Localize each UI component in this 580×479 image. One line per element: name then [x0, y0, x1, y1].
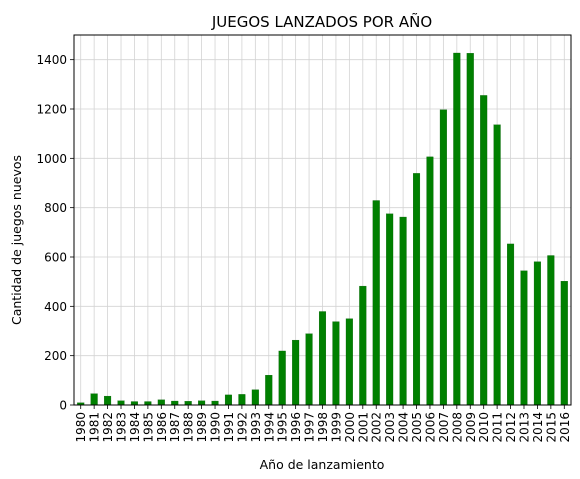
x-tick-label: 1987: [168, 412, 182, 443]
x-tick-label: 1993: [249, 412, 263, 443]
x-tick-label: 1996: [289, 412, 303, 443]
bar-1992: [238, 394, 246, 406]
bar-1999: [332, 321, 340, 406]
x-tick-label: 1990: [209, 412, 223, 443]
x-tick-label: 2014: [531, 412, 545, 443]
bar-2011: [493, 124, 501, 406]
bar-2008: [453, 52, 461, 406]
bar-1990: [211, 400, 219, 406]
x-tick-label: 1982: [101, 412, 115, 443]
bar-2016: [560, 281, 568, 406]
x-tick-label: 1981: [88, 412, 102, 443]
y-tick-label: 800: [44, 201, 67, 215]
bar-1998: [318, 311, 327, 406]
x-tick-label: 1989: [195, 412, 209, 443]
y-axis-ticks: 0 200 400 600 800 1000 1200 1400: [36, 53, 74, 413]
bar-1981: [90, 393, 98, 406]
y-tick-label: 600: [44, 251, 67, 265]
x-tick-label: 2006: [423, 412, 437, 443]
bars: [77, 52, 568, 406]
bar-2012: [507, 243, 515, 406]
y-tick-label: 0: [59, 399, 67, 413]
bar-2002: [372, 200, 380, 406]
x-tick-label: 2008: [450, 412, 464, 443]
bar-2004: [399, 216, 407, 406]
x-tick-label: 1998: [316, 412, 330, 443]
x-tick-label: 1988: [182, 412, 196, 443]
x-tick-label: 1983: [115, 412, 129, 443]
bar-2015: [547, 255, 555, 406]
x-axis-ticks: 1980 1981 1982 1983 1984 1985 1986 1987 1988 1989…: [74, 405, 572, 443]
bar-1982: [104, 395, 112, 406]
bar-1995: [278, 350, 286, 406]
x-tick-label: 1984: [128, 412, 142, 443]
x-tick-label: 2007: [437, 412, 451, 443]
x-tick-label: 2010: [477, 412, 491, 443]
bar-2009: [466, 53, 474, 406]
y-axis-label: Cantidad de juegos nuevos: [9, 155, 24, 325]
y-tick-label: 1200: [36, 103, 67, 117]
bar-1983: [117, 400, 125, 406]
x-tick-label: 1995: [276, 412, 290, 443]
bar-2007: [439, 109, 447, 406]
x-tick-label: 2009: [464, 412, 478, 443]
bar-1991: [224, 394, 232, 406]
plot-frame: [73, 34, 572, 406]
x-tick-label: 2013: [517, 412, 531, 443]
bar-2014: [533, 261, 541, 406]
x-tick-label: 2011: [491, 412, 505, 443]
y-tick-label: 200: [44, 349, 67, 363]
x-tick-label: 1997: [303, 412, 317, 443]
x-tick-label: 1994: [262, 412, 276, 443]
bar-2001: [359, 285, 367, 406]
bar-1994: [265, 375, 273, 406]
x-tick-label: 1980: [74, 412, 88, 443]
y-tick-label: 400: [44, 300, 67, 314]
x-tick-label: 1991: [222, 412, 236, 443]
bar-1984: [130, 401, 138, 406]
bar-1985: [144, 401, 152, 406]
x-tick-label: 2005: [410, 412, 424, 443]
x-tick-label: 2003: [383, 412, 397, 443]
x-axis-label: Año de lanzamiento: [260, 457, 385, 472]
bar-2000: [345, 318, 353, 406]
x-tick-label: 1985: [141, 412, 155, 443]
bar-2003: [386, 213, 394, 406]
bar-2013: [520, 270, 528, 406]
x-tick-label: 1999: [329, 412, 343, 443]
bar-2005: [413, 173, 421, 406]
y-tick-label: 1400: [36, 53, 67, 67]
bar-1993: [251, 389, 259, 406]
x-tick-label: 1992: [235, 412, 249, 443]
x-tick-label: 1986: [155, 412, 169, 443]
x-tick-label: 2004: [397, 412, 411, 443]
x-tick-label: 2000: [343, 412, 357, 443]
x-tick-label: 2002: [370, 412, 384, 443]
bar-2010: [480, 95, 488, 406]
bar-1997: [305, 333, 313, 406]
x-tick-label: 2015: [544, 412, 558, 443]
bar-1996: [292, 339, 300, 406]
chart-title: JUEGOS LANZADOS POR AÑO: [211, 12, 432, 31]
y-tick-label: 1000: [36, 152, 67, 166]
x-tick-label: 2001: [356, 412, 370, 443]
bar-2006: [426, 156, 434, 406]
x-tick-label: 2012: [504, 412, 518, 443]
x-tick-label: 2016: [558, 412, 572, 443]
bar-1987: [171, 400, 179, 406]
bar-1986: [157, 399, 165, 406]
bar-1988: [184, 401, 192, 406]
bar-1989: [198, 400, 206, 406]
